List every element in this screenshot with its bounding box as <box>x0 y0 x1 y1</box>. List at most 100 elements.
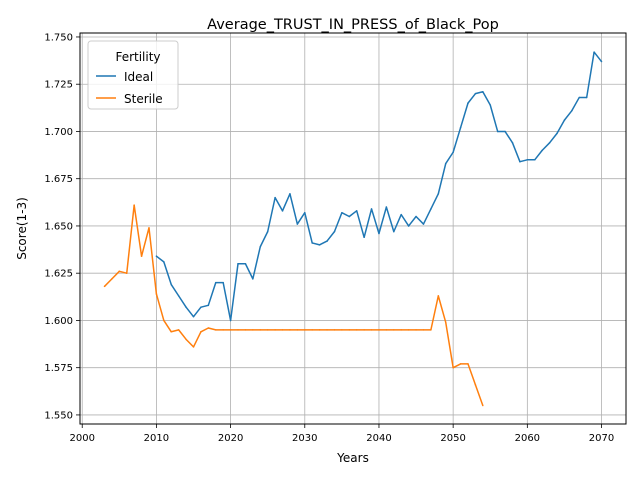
data-point <box>489 104 491 106</box>
x-tick-label: 2050 <box>440 433 465 444</box>
data-point <box>185 339 187 341</box>
data-point <box>267 329 269 331</box>
data-point <box>170 331 172 333</box>
data-point <box>601 61 603 63</box>
data-point <box>378 233 380 235</box>
data-point <box>260 246 262 248</box>
data-point <box>512 142 514 144</box>
data-point <box>274 329 276 331</box>
x-tick-label: 2000 <box>69 433 94 444</box>
data-point <box>111 278 113 280</box>
data-point <box>386 206 388 208</box>
data-point <box>586 97 588 99</box>
data-point <box>208 305 210 307</box>
data-point <box>571 110 573 112</box>
data-point <box>282 210 284 212</box>
data-point <box>349 216 351 218</box>
data-point <box>504 131 506 133</box>
data-point <box>378 329 380 331</box>
data-point <box>371 208 373 210</box>
data-point <box>386 329 388 331</box>
data-point <box>215 329 217 331</box>
data-point <box>467 363 469 365</box>
data-point <box>319 329 321 331</box>
data-point <box>460 363 462 365</box>
data-point <box>400 329 402 331</box>
data-point <box>260 329 262 331</box>
data-point <box>400 214 402 216</box>
data-point <box>467 102 469 104</box>
data-point <box>445 163 447 165</box>
data-point <box>497 131 499 133</box>
data-point <box>119 271 121 273</box>
data-point <box>341 212 343 214</box>
x-tick-label: 2060 <box>515 433 540 444</box>
data-point <box>438 295 440 297</box>
data-point <box>579 97 581 99</box>
data-point <box>519 161 521 163</box>
data-point <box>415 329 417 331</box>
data-point <box>133 204 135 206</box>
data-point <box>126 272 128 274</box>
y-tick-label: 1.725 <box>44 80 73 91</box>
data-point <box>304 212 306 214</box>
data-point <box>482 91 484 93</box>
data-point <box>311 329 313 331</box>
y-tick-label: 1.550 <box>44 410 73 421</box>
data-point <box>237 329 239 331</box>
data-point <box>230 329 232 331</box>
data-point <box>593 51 595 53</box>
data-point <box>475 93 477 95</box>
data-point <box>564 119 566 121</box>
data-point <box>274 197 276 199</box>
data-point <box>215 282 217 284</box>
data-point <box>230 320 232 322</box>
data-point <box>252 329 254 331</box>
legend-title: Fertility <box>115 50 160 64</box>
x-tick-label: 2020 <box>218 433 243 444</box>
data-point <box>541 150 543 152</box>
data-point <box>341 329 343 331</box>
data-point <box>208 327 210 329</box>
data-point <box>415 216 417 218</box>
data-point <box>178 329 180 331</box>
x-tick-label: 2040 <box>366 433 391 444</box>
data-point <box>527 159 529 161</box>
data-point <box>371 329 373 331</box>
data-point <box>148 227 150 229</box>
data-point <box>452 367 454 369</box>
data-point <box>163 320 165 322</box>
data-point <box>156 255 158 257</box>
data-point <box>349 329 351 331</box>
data-point <box>304 329 306 331</box>
data-point <box>408 329 410 331</box>
data-point <box>200 331 202 333</box>
y-tick-label: 1.750 <box>44 32 73 43</box>
data-point <box>356 210 358 212</box>
data-point <box>311 242 313 244</box>
data-point <box>356 329 358 331</box>
data-point <box>438 193 440 195</box>
chart-title: Average_TRUST_IN_PRESS_of_Black_Pop <box>207 17 499 33</box>
data-point <box>430 329 432 331</box>
legend: Fertility Ideal Sterile <box>88 41 178 109</box>
data-point <box>163 261 165 263</box>
data-point <box>245 329 247 331</box>
x-axis-label: Years <box>336 451 369 465</box>
data-point <box>452 151 454 153</box>
data-point <box>222 329 224 331</box>
y-tick-label: 1.700 <box>44 127 73 138</box>
data-point <box>423 223 425 225</box>
data-point <box>430 208 432 210</box>
data-point <box>393 231 395 233</box>
y-tick-label: 1.625 <box>44 269 73 280</box>
data-point <box>363 237 365 239</box>
data-point <box>282 329 284 331</box>
data-point <box>326 240 328 242</box>
legend-label-ideal: Ideal <box>124 70 153 84</box>
data-point <box>193 346 195 348</box>
data-point <box>222 282 224 284</box>
data-point <box>297 329 299 331</box>
data-point <box>297 223 299 225</box>
